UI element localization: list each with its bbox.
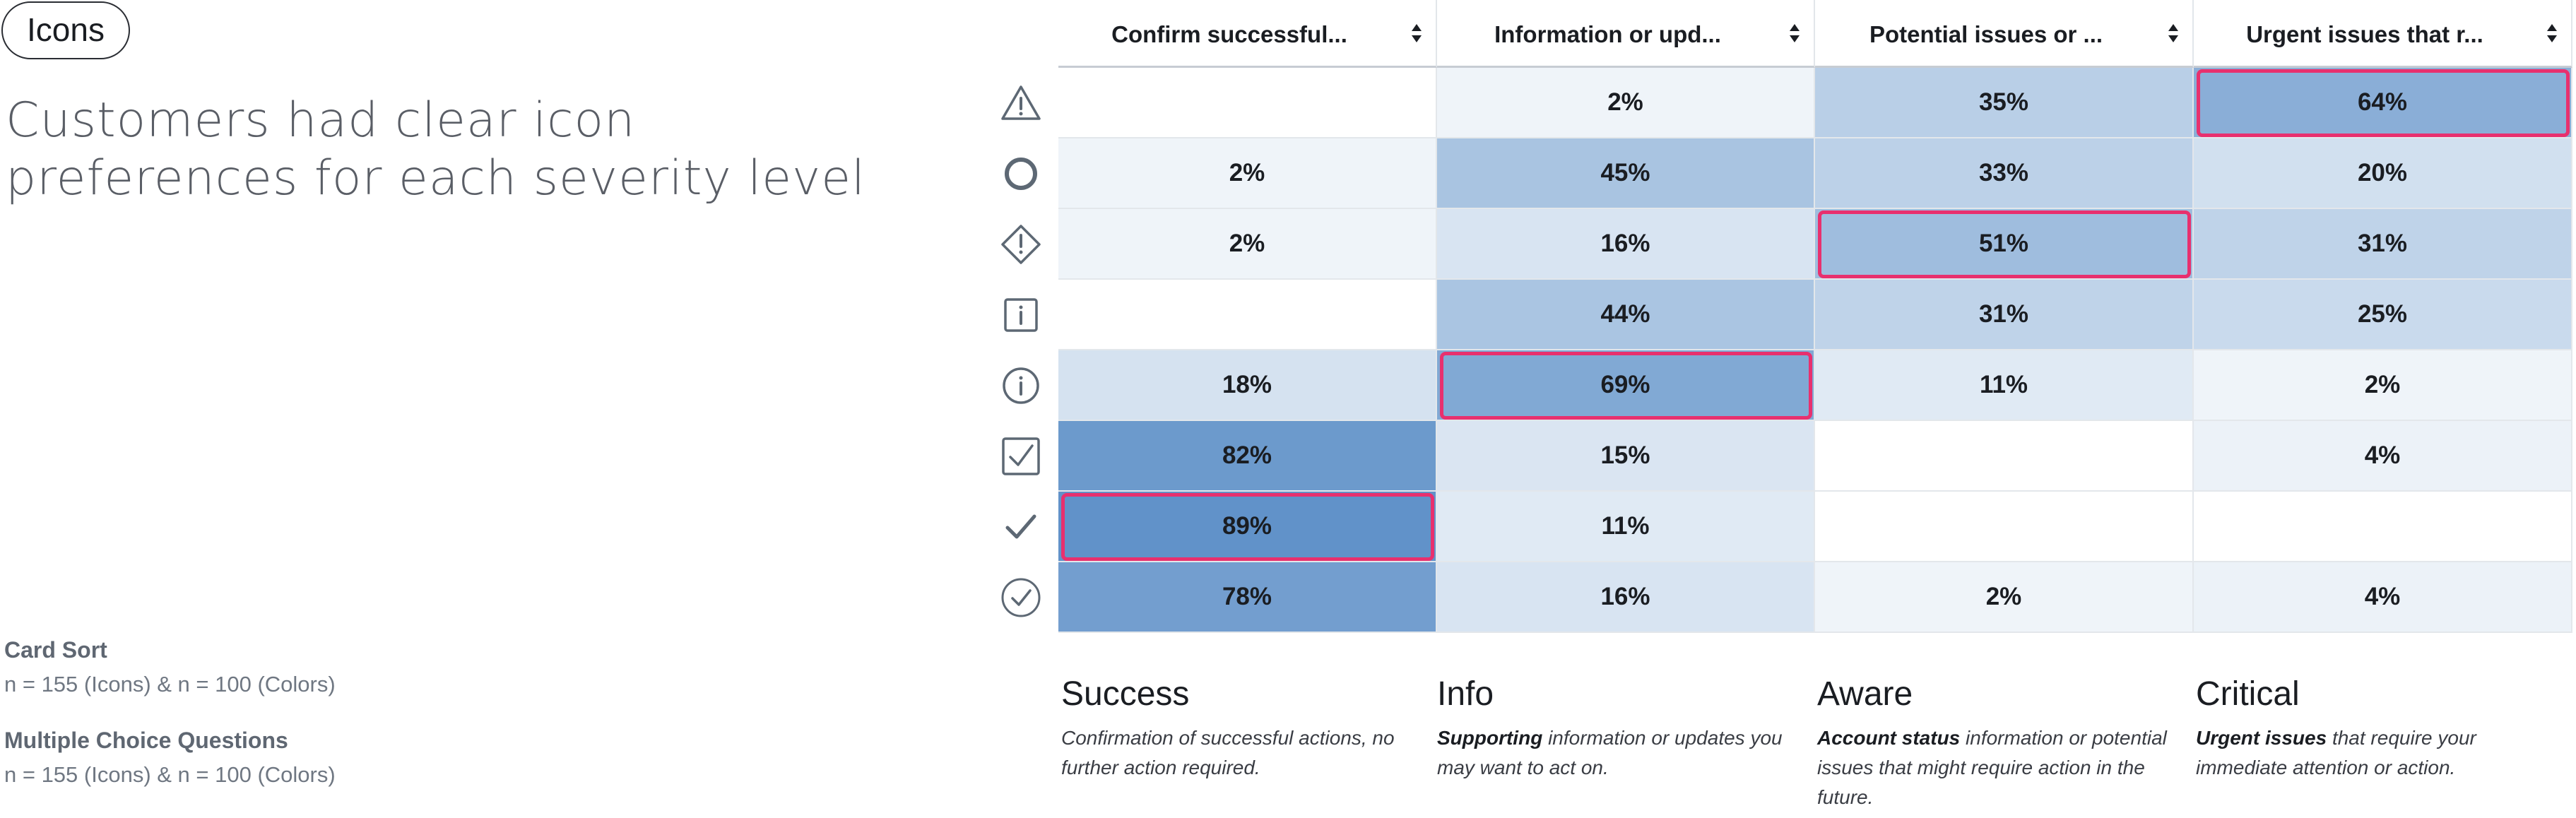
table-cell: 78% bbox=[1058, 562, 1437, 633]
column-header[interactable]: Confirm successful... bbox=[1058, 0, 1437, 68]
legend-aware: Aware Account status information or pote… bbox=[1817, 675, 2185, 812]
legend-title: Info bbox=[1437, 675, 1494, 713]
legend-info: Info Supporting information or updates y… bbox=[1437, 675, 1804, 783]
table-cell: 2% bbox=[1058, 138, 1437, 209]
legend-emphasis: Account status bbox=[1817, 727, 1961, 749]
legend-emphasis: Supporting bbox=[1437, 727, 1543, 749]
ring-icon bbox=[999, 152, 1043, 196]
table-cell: 25% bbox=[2194, 280, 2572, 350]
checkbox-icon bbox=[999, 434, 1043, 478]
column-header-label: Urgent issues that r... bbox=[2246, 21, 2483, 47]
table-cell: 2% bbox=[1058, 209, 1437, 280]
info-diamond-icon bbox=[999, 223, 1043, 266]
column-header-label: Information or upd... bbox=[1494, 21, 1721, 47]
meta-title: Multiple Choice Questions bbox=[4, 728, 288, 753]
legend-text: information or updates you may want to a… bbox=[1437, 727, 1783, 778]
info-diamond-icon-svg bbox=[1001, 225, 1041, 264]
table-cell: 33% bbox=[1815, 138, 2194, 209]
legend-description: Urgent issues that require your immediat… bbox=[2196, 723, 2563, 783]
table-cell bbox=[1058, 68, 1437, 138]
table-cell bbox=[1058, 280, 1437, 350]
sort-icon[interactable] bbox=[1412, 23, 1422, 47]
info-circle-icon-svg bbox=[1003, 367, 1039, 404]
legend-text: information or potential issues that mig… bbox=[1817, 727, 2167, 808]
table-cell: 2% bbox=[1815, 562, 2194, 633]
legend-text: Confirmation of successful actions, no f… bbox=[1061, 727, 1395, 778]
table-cell: 31% bbox=[2194, 209, 2572, 280]
table-cell: 44% bbox=[1437, 280, 1815, 350]
table-cell bbox=[1815, 492, 2194, 562]
checkmark-icon bbox=[999, 505, 1043, 549]
sort-icon[interactable] bbox=[1790, 23, 1800, 47]
checkmark-icon-svg bbox=[1005, 514, 1036, 539]
legend-critical: Critical Urgent issues that require your… bbox=[2196, 675, 2563, 783]
table-cell: 31% bbox=[1815, 280, 2194, 350]
check-circle-icon bbox=[999, 576, 1043, 620]
legend-title: Critical bbox=[2196, 675, 2300, 713]
legend-emphasis: Urgent issues bbox=[2196, 727, 2327, 749]
icons-tag: Icons bbox=[1, 1, 130, 59]
warning-triangle-icon-svg bbox=[1001, 85, 1041, 120]
table-cell: 45% bbox=[1437, 138, 1815, 209]
column-header[interactable]: Potential issues or ... bbox=[1815, 0, 2194, 68]
table-cell: 11% bbox=[1437, 492, 1815, 562]
table-cell: 16% bbox=[1437, 209, 1815, 280]
table-cell: 15% bbox=[1437, 421, 1815, 492]
column-header[interactable]: Urgent issues that r... bbox=[2194, 0, 2572, 68]
table-cell: 18% bbox=[1058, 350, 1437, 421]
table-cell: 4% bbox=[2194, 421, 2572, 492]
table-cell: 11% bbox=[1815, 350, 2194, 421]
table-cell: 16% bbox=[1437, 562, 1815, 633]
table-cell: 2% bbox=[2194, 350, 2572, 421]
legend-title: Success bbox=[1061, 675, 1190, 713]
headline-line-1: Customers had clear icon bbox=[6, 93, 636, 148]
info-square-icon bbox=[999, 293, 1043, 337]
card-sort-meta: Card Sort n = 155 (Icons) & n = 100 (Col… bbox=[4, 637, 640, 697]
sort-icon[interactable] bbox=[2547, 23, 2557, 47]
meta-title: Card Sort bbox=[4, 637, 107, 663]
table-cell bbox=[2194, 492, 2572, 562]
ring-icon-svg bbox=[1005, 158, 1037, 190]
icon-preference-table: Confirm successful... Information or upd.… bbox=[1058, 0, 2572, 634]
table-cell: 2% bbox=[1437, 68, 1815, 138]
legend-success: Success Confirmation of successful actio… bbox=[1061, 675, 1429, 783]
check-circle-icon-svg bbox=[1001, 578, 1041, 617]
table-cell: 20% bbox=[2194, 138, 2572, 209]
sort-icon[interactable] bbox=[2168, 23, 2178, 47]
multiple-choice-meta: Multiple Choice Questions n = 155 (Icons… bbox=[4, 728, 640, 788]
info-circle-icon bbox=[999, 364, 1043, 408]
checkbox-icon-svg bbox=[1002, 437, 1040, 475]
headline-line-2: preferences for each severity level bbox=[6, 150, 866, 206]
column-header[interactable]: Information or upd... bbox=[1437, 0, 1815, 68]
table-cell: 4% bbox=[2194, 562, 2572, 633]
legend-description: Confirmation of successful actions, no f… bbox=[1061, 723, 1429, 783]
meta-text: n = 155 (Icons) & n = 100 (Colors) bbox=[4, 672, 336, 697]
legend-description: Supporting information or updates you ma… bbox=[1437, 723, 1804, 783]
info-square-icon-svg bbox=[1004, 298, 1038, 332]
column-header-label: Confirm successful... bbox=[1111, 21, 1347, 47]
table-cell: 69% bbox=[1437, 350, 1815, 421]
meta-text: n = 155 (Icons) & n = 100 (Colors) bbox=[4, 762, 336, 787]
legend-description: Account status information or potential … bbox=[1817, 723, 2185, 812]
column-header-label: Potential issues or ... bbox=[1869, 21, 2103, 47]
table-cell: 51% bbox=[1815, 209, 2194, 280]
warning-triangle-icon bbox=[999, 81, 1043, 125]
table-cell: 82% bbox=[1058, 421, 1437, 492]
table-cell: 89% bbox=[1058, 492, 1437, 562]
legend-text: that require your immediate attention or… bbox=[2196, 727, 2476, 778]
table-cell bbox=[1815, 421, 2194, 492]
table-cell: 35% bbox=[1815, 68, 2194, 138]
legend-title: Aware bbox=[1817, 675, 1913, 713]
table-cell: 64% bbox=[2194, 68, 2572, 138]
page-headline: Customers had clear icon preferences for… bbox=[6, 92, 924, 208]
